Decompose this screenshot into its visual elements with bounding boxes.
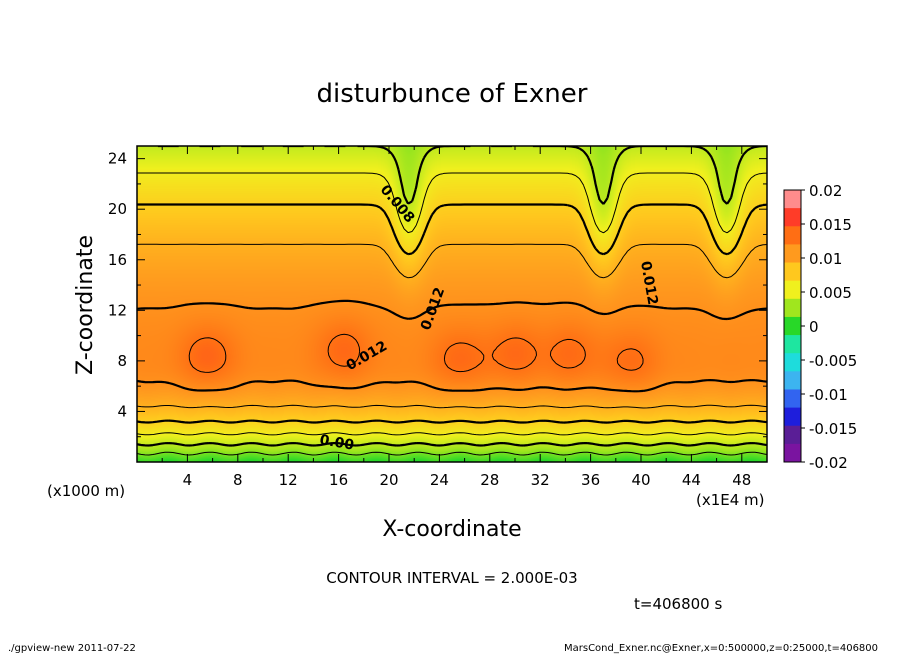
footer-right: MarsCond_Exner.nc@Exner,x=0:500000,z=0:2… (564, 643, 878, 654)
time-label: t=406800 s (634, 595, 722, 613)
contour-label: 0.00 (318, 432, 355, 454)
x-tick-label: 28 (480, 471, 499, 489)
colorbar-tick-label: -0.01 (809, 386, 848, 404)
colorbar-bin (784, 262, 801, 282)
contour-lines (137, 146, 767, 456)
contour-level (137, 172, 767, 436)
y-tick-label: 4 (117, 402, 127, 420)
colorbar-bin (784, 280, 801, 300)
x-tick-label: 12 (279, 471, 298, 489)
y-tick-label: 16 (108, 251, 127, 269)
x-tick-label: 16 (329, 471, 348, 489)
x-tick-label: 36 (581, 471, 600, 489)
x-tick-label: 24 (430, 471, 449, 489)
chart-title: disturbunce of Exner (317, 79, 588, 109)
colorbar-bin (784, 335, 801, 354)
x-tick-label: 48 (732, 471, 751, 489)
contour-level (137, 243, 767, 409)
y-tick-label: 12 (108, 301, 127, 319)
colorbar: 0.02 0.015 0.01 0.005 0 -0.005 -0.01 -0.015 -0.0… (783, 182, 857, 472)
y-tick-label: 8 (117, 352, 127, 370)
x-tick-label: 8 (233, 471, 243, 489)
colorbar-tick-label: 0 (809, 318, 819, 336)
colorbar-bin (784, 298, 801, 318)
contour-level (137, 146, 767, 447)
x-unit-label: (x1E4 m) (696, 491, 765, 509)
x-tick-label: 4 (183, 471, 193, 489)
x-tick-label: 32 (531, 471, 550, 489)
plot-frame (136, 145, 768, 463)
colorbar-tick-label: 0.01 (809, 250, 842, 268)
colorbar-tick-label: -0.015 (809, 420, 857, 438)
colorbar-bin (784, 190, 801, 209)
contour-level (137, 299, 767, 393)
contour-level (188, 333, 644, 373)
contour-label: 0.012 (637, 260, 660, 306)
y-tick-label: 20 (108, 200, 127, 218)
y-axis-title: Z-coordinate (73, 235, 98, 375)
colorbar-bin (784, 371, 801, 390)
colorbar-bin (784, 443, 801, 463)
colorbar-bin (784, 226, 801, 245)
colorbar-tick-label: -0.02 (809, 454, 848, 472)
colorbar-tick-label: 0.02 (809, 182, 842, 200)
x-axis-title: X-coordinate (382, 517, 521, 542)
colorbar-bin (784, 407, 801, 427)
colorbar-bin (784, 316, 801, 336)
colorbar-tick-label: 0.015 (809, 216, 852, 234)
x-tick-label: 44 (682, 471, 701, 489)
x-tick-label: 20 (379, 471, 398, 489)
contour-level (137, 203, 767, 424)
colorbar-tick-label: 0.005 (809, 284, 852, 302)
colorbar-bin (784, 389, 801, 409)
y-tick-label: 24 (108, 150, 127, 168)
colorbar-tick-label: -0.005 (809, 352, 857, 370)
contour-level (137, 451, 767, 456)
contour-interval-text: CONTOUR INTERVAL = 2.000E-03 (326, 569, 577, 587)
y-unit-label: (x1000 m) (47, 482, 125, 500)
footer-left: ./gpview-new 2011-07-22 (8, 643, 136, 654)
colorbar-bin (784, 244, 801, 264)
colorbar-bin (784, 353, 801, 372)
colorbar-bin (784, 208, 801, 227)
colorbar-bin (784, 425, 801, 445)
x-tick-label: 40 (631, 471, 650, 489)
x-axis: 4 8 12 16 20 24 28 32 36 40 44 48 (161, 146, 751, 489)
y-axis: 4 8 12 16 20 24 (108, 150, 767, 438)
